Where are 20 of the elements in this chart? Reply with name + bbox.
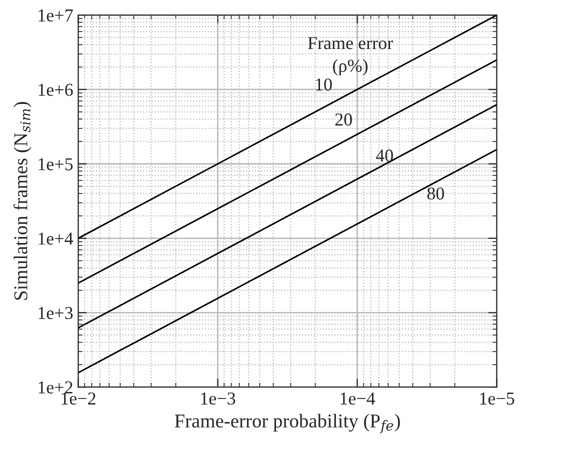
line-series bbox=[78, 59, 497, 284]
line-series bbox=[78, 104, 497, 329]
x-axis-title: Frame-error probability (P$_{fe}$) bbox=[174, 414, 400, 434]
annotation: Frame error (ρ%) bbox=[308, 37, 393, 76]
x-tick-label: 1e−4 bbox=[340, 392, 376, 405]
y-tick-label: 1e+6 bbox=[38, 84, 73, 96]
y-tick-label: 1e+4 bbox=[38, 232, 74, 245]
x-tick-label: 1e−2 bbox=[62, 392, 96, 405]
y-tick-label: 1e+7 bbox=[38, 9, 73, 22]
line-series bbox=[78, 148, 497, 374]
x-tick-label: 1e−3 bbox=[201, 392, 236, 405]
annotation: 20 bbox=[335, 113, 352, 126]
y-axis-title: Simulation frames (N$_{sim}$) bbox=[13, 102, 32, 300]
annotation: 10 bbox=[316, 78, 332, 91]
y-tick-label: 1e+2 bbox=[38, 381, 72, 394]
annotation: 80 bbox=[427, 187, 444, 200]
x-tick-label: 1e−5 bbox=[480, 392, 514, 405]
annotation: 40 bbox=[376, 150, 393, 162]
y-tick-label: 1e+5 bbox=[38, 158, 73, 170]
y-tick-label: 1e+3 bbox=[38, 306, 73, 320]
